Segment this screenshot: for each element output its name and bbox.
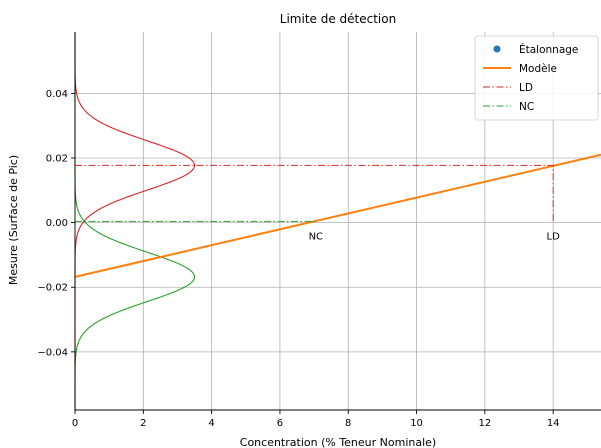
y-tick-label: −0.02 bbox=[37, 283, 68, 294]
series-ld-line bbox=[75, 164, 554, 223]
legend-label: Modèle bbox=[519, 63, 557, 75]
x-tick-label: 10 bbox=[410, 418, 423, 429]
y-tick-label: 0.04 bbox=[46, 89, 68, 100]
legend-label: NC bbox=[519, 101, 534, 113]
x-tick-label: 6 bbox=[277, 418, 283, 429]
chart-title: Limite de détection bbox=[280, 12, 396, 26]
legend-marker bbox=[493, 45, 501, 53]
x-axis-label: Concentration (% Teneur Nominale) bbox=[240, 436, 436, 448]
x-tick-label: 2 bbox=[140, 418, 146, 429]
y-tick-label: 0.02 bbox=[46, 154, 68, 165]
annotation-label: LD bbox=[547, 232, 561, 243]
y-tick-label: −0.04 bbox=[37, 347, 68, 358]
x-tick-label: 8 bbox=[345, 418, 351, 429]
y-tick-label: 0.00 bbox=[46, 218, 68, 229]
legend-label: LD bbox=[519, 82, 533, 94]
series-modèle-line bbox=[74, 153, 601, 278]
axes bbox=[74, 32, 601, 411]
legend-label: Étalonnage bbox=[519, 43, 578, 56]
tick-labels: 0 2 4 6 8 10 12 14 −0.04 −0.02 0.00 0.02 0.04 bbox=[37, 89, 559, 429]
legend-box bbox=[474, 35, 599, 121]
y-axis-label: Mesure (Surface de Pic) bbox=[7, 155, 20, 285]
series-lines bbox=[74, 153, 601, 278]
x-tick-label: 0 bbox=[72, 418, 78, 429]
annotation-label: NC bbox=[309, 232, 323, 243]
x-tick-label: 12 bbox=[479, 418, 492, 429]
legend: Étalonnage Modèle LD NC bbox=[474, 35, 599, 121]
x-tick-label: 14 bbox=[547, 418, 560, 429]
annotations: NC LD bbox=[309, 232, 561, 243]
x-tick-label: 4 bbox=[208, 418, 214, 429]
